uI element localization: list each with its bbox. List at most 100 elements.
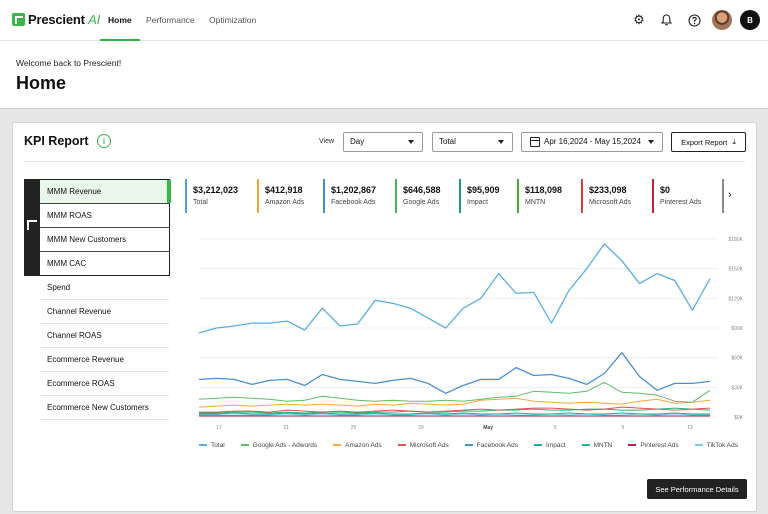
logo-text: Prescient bbox=[28, 12, 85, 27]
legend-swatch bbox=[199, 444, 208, 446]
kpi-label: Pinterest Ads bbox=[660, 199, 702, 206]
info-icon[interactable]: i bbox=[97, 134, 111, 148]
x-tick-label: 9 bbox=[621, 425, 624, 431]
user-menu-button[interactable]: B bbox=[740, 10, 760, 30]
kpi-tile-next bbox=[722, 179, 724, 213]
legend-label: TikTok Ads bbox=[706, 441, 738, 449]
series-line-impact bbox=[199, 412, 710, 415]
avatar[interactable] bbox=[712, 10, 732, 30]
prescient-logo-icon bbox=[27, 220, 37, 230]
legend-swatch bbox=[333, 444, 342, 446]
export-report-button[interactable]: Export Report ⤓ bbox=[671, 132, 746, 152]
date-range-picker[interactable]: Apr 16,2024 - May 15,2024 bbox=[521, 132, 663, 152]
legend-label: Google Ads - Adwords bbox=[252, 441, 318, 449]
legend-item[interactable]: MNTN bbox=[581, 442, 612, 449]
tab-performance[interactable]: Performance bbox=[146, 15, 195, 25]
metric-ecommerce-new-customers[interactable]: Ecommerce New Customers bbox=[41, 396, 169, 420]
kpi-label: MNTN bbox=[525, 199, 546, 206]
legend-item[interactable]: Google Ads - Adwords bbox=[240, 441, 318, 449]
y-tick-label: $60K bbox=[731, 356, 743, 362]
x-tick-label: 17 bbox=[216, 425, 222, 431]
legend-label: Microsoft Ads bbox=[409, 441, 449, 449]
legend-item[interactable]: TikTok Ads bbox=[694, 441, 738, 449]
series-line-amazon-ads bbox=[198, 397, 711, 408]
legend-item[interactable]: Facebook Ads bbox=[464, 441, 518, 449]
tab-optimization[interactable]: Optimization bbox=[209, 15, 257, 25]
kpi-tile-mntn[interactable]: $118,098 MNTN bbox=[517, 179, 562, 213]
kpi-value: $0 bbox=[660, 185, 671, 195]
total-select[interactable]: Total bbox=[432, 132, 513, 152]
export-report-label: Export Report bbox=[681, 137, 728, 147]
metric-ecommerce-roas[interactable]: Ecommerce ROAS bbox=[41, 372, 169, 396]
page-header: Welcome back to Prescient! Home bbox=[0, 41, 768, 109]
kpi-value: $1,202,867 bbox=[331, 185, 377, 195]
series-line-microsoft-ads bbox=[199, 406, 711, 413]
y-tick-label: $120K bbox=[729, 296, 744, 302]
legend-item[interactable]: Impact bbox=[534, 442, 566, 449]
x-tick-label: 5 bbox=[554, 425, 557, 431]
kpi-value: $95,909 bbox=[467, 185, 500, 195]
view-select[interactable]: Day bbox=[343, 132, 423, 152]
metric-channel-revenue[interactable]: Channel Revenue bbox=[41, 300, 169, 324]
legend-swatch bbox=[464, 444, 473, 446]
top-nav: Prescient AI Home Performance Optimizati… bbox=[0, 0, 768, 41]
kpi-tile-total[interactable]: $3,212,023 Total bbox=[185, 179, 238, 213]
kpi-tile-google-ads[interactable]: $646,588 Google Ads bbox=[395, 179, 441, 213]
mmm-strip bbox=[25, 180, 40, 275]
metric-mmm-new-customers[interactable]: MMM New Customers bbox=[40, 228, 170, 252]
view-label: View bbox=[319, 138, 335, 145]
gear-icon[interactable]: ⚙ bbox=[633, 12, 645, 27]
help-icon[interactable] bbox=[687, 13, 701, 27]
legend-swatch bbox=[240, 444, 249, 446]
metric-spend[interactable]: Spend bbox=[41, 276, 169, 300]
legend-label: Amazon Ads bbox=[345, 441, 382, 449]
kpi-tile-impact[interactable]: $95,909 Impact bbox=[459, 179, 500, 213]
kpi-tile-microsoft-ads[interactable]: $233,098 Microsoft Ads bbox=[581, 179, 631, 213]
legend-item[interactable]: Amazon Ads bbox=[333, 442, 382, 449]
kpi-line-chart: $0K $30K $60K $90K $120K $150K $180K 17 21 25 29 Ma… bbox=[198, 237, 744, 431]
legend-swatch bbox=[534, 444, 543, 446]
legend-label: Impact bbox=[546, 441, 566, 449]
kpi-tile-amazon-ads[interactable]: $412,918 Amazon Ads bbox=[257, 179, 304, 213]
kpi-label: Google Ads bbox=[403, 199, 440, 206]
download-icon: ⤓ bbox=[732, 137, 736, 146]
y-tick-label: $150K bbox=[729, 267, 744, 273]
legend-item[interactable]: Total bbox=[199, 442, 225, 449]
divider bbox=[24, 161, 745, 162]
series-line-google-ads-adwords bbox=[198, 381, 711, 403]
see-performance-details-button[interactable]: See Performance Details bbox=[647, 479, 747, 499]
kpi-label: Impact bbox=[467, 199, 489, 206]
series-line-facebook-ads bbox=[198, 352, 711, 394]
calendar-icon bbox=[530, 137, 540, 147]
metric-mmm-cac[interactable]: MMM CAC bbox=[47, 259, 87, 268]
kpi-tile-pinterest-ads[interactable]: $0 Pinterest Ads bbox=[652, 179, 701, 213]
prescient-logo-icon bbox=[12, 13, 25, 26]
page-title: Home bbox=[16, 73, 67, 93]
series-line-mntn bbox=[199, 407, 711, 414]
kpi-label: Facebook Ads bbox=[331, 199, 376, 206]
metric-ecommerce-revenue[interactable]: Ecommerce Revenue bbox=[41, 348, 169, 372]
logo-ai-text: AI bbox=[88, 12, 101, 27]
legend-swatch bbox=[581, 444, 590, 446]
legend-label: Facebook Ads bbox=[476, 441, 518, 449]
kpi-tile-facebook-ads[interactable]: $1,202,867 Facebook Ads bbox=[323, 179, 376, 213]
metric-mmm-revenue[interactable]: MMM Revenue bbox=[40, 180, 171, 204]
brand-logo[interactable]: Prescient AI bbox=[12, 12, 100, 27]
metric-mmm-roas[interactable]: MMM ROAS bbox=[40, 204, 170, 228]
chevron-right-icon[interactable]: › bbox=[728, 189, 732, 201]
legend-swatch bbox=[628, 444, 637, 446]
y-tick-label: $90K bbox=[731, 326, 743, 332]
bell-icon[interactable] bbox=[659, 13, 673, 27]
metric-channel-roas[interactable]: Channel ROAS bbox=[41, 324, 169, 348]
kpi-label: Total bbox=[193, 199, 208, 206]
chevron-down-icon bbox=[648, 140, 654, 144]
legend-item[interactable]: Microsoft Ads bbox=[397, 441, 449, 449]
chart-legend: Total Google Ads - Adwords Amazon Ads Micro… bbox=[191, 439, 746, 451]
tab-home[interactable]: Home bbox=[100, 0, 140, 41]
kpi-label: Microsoft Ads bbox=[589, 199, 632, 206]
kpi-value: $646,588 bbox=[403, 185, 441, 195]
kpi-value: $233,098 bbox=[589, 185, 627, 195]
kpi-value: $118,098 bbox=[525, 185, 563, 195]
legend-item[interactable]: Pinterest Ads bbox=[628, 442, 679, 449]
series-line-tiktok-ads bbox=[199, 413, 710, 416]
